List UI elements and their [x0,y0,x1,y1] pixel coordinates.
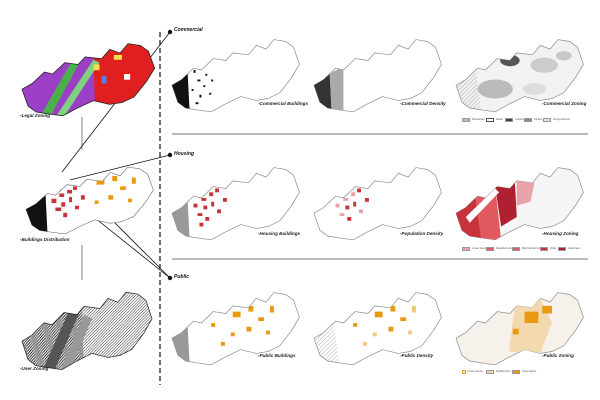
legend-item: Multifunction [486,370,511,374]
legend-item: Urban Center [462,370,483,374]
legend-item: kitchen [524,118,542,122]
population-density-map [313,167,442,241]
legal-zoning-label: -Legal Zoning [20,113,51,118]
user-zoning-label: -User Zoning [20,366,49,371]
housing-zoning-map [455,167,584,241]
legend-item: Open Space [512,370,536,374]
legend-item: Villas [540,247,556,251]
housing-zoning-label: -Housing Zoning [542,231,579,236]
public-zoning-label: -Public Zoning [542,353,574,358]
legend-item: cultural [505,118,523,122]
buildings-distribution-map [25,166,154,235]
legal-zoning-map [21,43,156,117]
legend-item: Apartment [558,247,580,251]
legend-item: Living+Service [543,118,570,122]
legend-item: Restaurant [462,118,485,122]
commercial-density-label: -Commercial Density [400,101,446,106]
commercial-buildings-label: -Commercial Buildings [258,101,309,106]
legend-item: Multi Family House [512,247,544,251]
leader-dots [167,29,173,281]
section-title-housing: Housing [174,151,194,157]
buildings-distribution-label: -Buildings Distribution [20,237,70,242]
user-zoning-map [21,291,153,371]
legend-item: Linear House [462,247,487,251]
public-zoning-map [455,292,584,366]
population-density-label: -Population Density [400,231,444,236]
legend-item: Retail [486,118,503,122]
public-buildings-label: -Public Buildings [258,353,296,358]
legend-item: Detached House [486,247,515,251]
housing-buildings-label: -Housing Buildings [258,231,301,236]
commercial-zoning-label: -Commercial Zoning [542,101,587,106]
public-density-label: -Public Density [400,353,434,358]
housing-buildings-map [171,167,300,241]
section-title-commercial: Commercial [174,27,203,33]
section-title-public: Public [174,274,190,280]
